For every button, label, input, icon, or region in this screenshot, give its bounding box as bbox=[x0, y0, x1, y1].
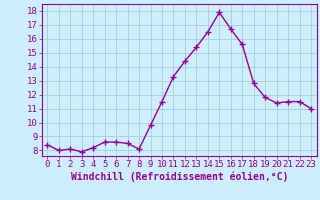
X-axis label: Windchill (Refroidissement éolien,°C): Windchill (Refroidissement éolien,°C) bbox=[70, 172, 288, 182]
